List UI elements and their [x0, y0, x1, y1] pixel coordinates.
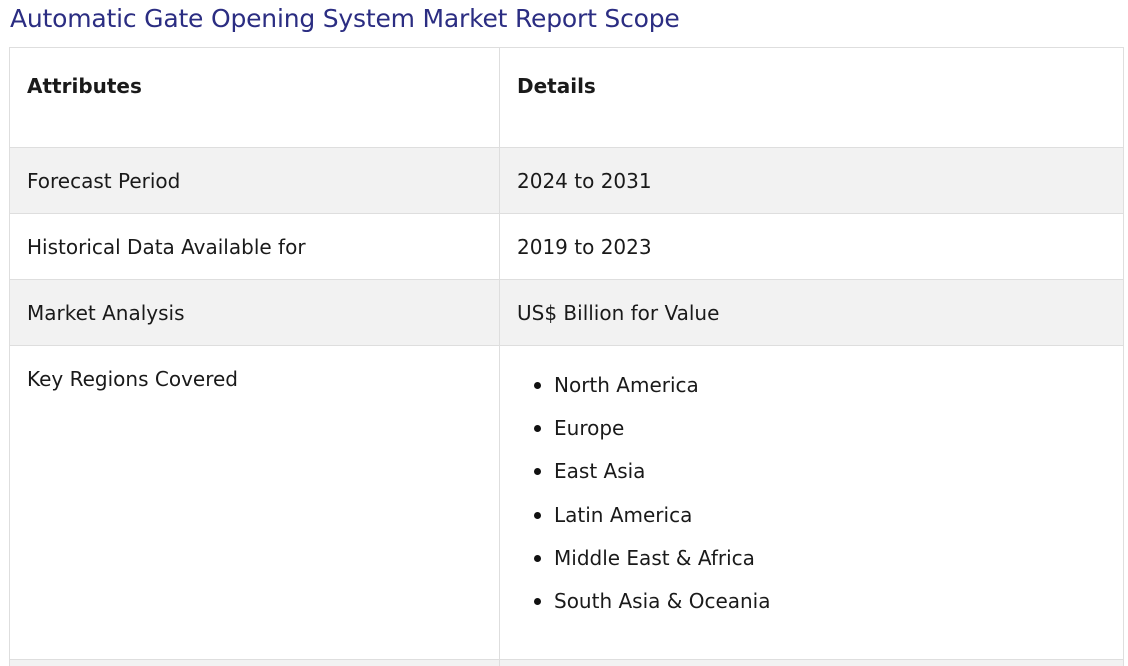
- report-scope-table: Attributes Details Forecast Period 2024 …: [9, 47, 1124, 666]
- row-detail-regions: North America Europe East Asia Latin Ame…: [499, 345, 1124, 660]
- row-detail: US$ Billion for Value: [499, 279, 1124, 346]
- list-item: East Asia: [534, 453, 1106, 496]
- list-item: Middle East & Africa: [534, 540, 1106, 583]
- page-title: Automatic Gate Opening System Market Rep…: [10, 4, 680, 33]
- header-details: Details: [499, 47, 1124, 148]
- row-attribute: Historical Data Available for: [9, 213, 500, 280]
- region-list: North America Europe East Asia Latin Ame…: [517, 367, 1106, 626]
- row-detail: 2019 to 2023: [499, 213, 1124, 280]
- row-attribute: Key Regions Covered: [9, 345, 500, 660]
- row-attribute: Forecast Period: [9, 147, 500, 214]
- row-attribute-empty: [9, 659, 500, 666]
- row-detail: 2024 to 2031: [499, 147, 1124, 214]
- list-item: Latin America: [534, 497, 1106, 540]
- list-item: Europe: [534, 410, 1106, 453]
- row-attribute: Market Analysis: [9, 279, 500, 346]
- table-row-regions: Key Regions Covered North America Europe…: [9, 345, 1124, 660]
- header-attributes: Attributes: [9, 47, 500, 148]
- table-row: Historical Data Available for 2019 to 20…: [9, 213, 1124, 280]
- row-detail-empty: [499, 659, 1124, 666]
- table-header-row: Attributes Details: [9, 47, 1124, 148]
- table-row: Market Analysis US$ Billion for Value: [9, 279, 1124, 346]
- list-item: South Asia & Oceania: [534, 583, 1106, 626]
- table-row-partial: [9, 659, 1124, 666]
- list-item: North America: [534, 367, 1106, 410]
- table-row: Forecast Period 2024 to 2031: [9, 147, 1124, 214]
